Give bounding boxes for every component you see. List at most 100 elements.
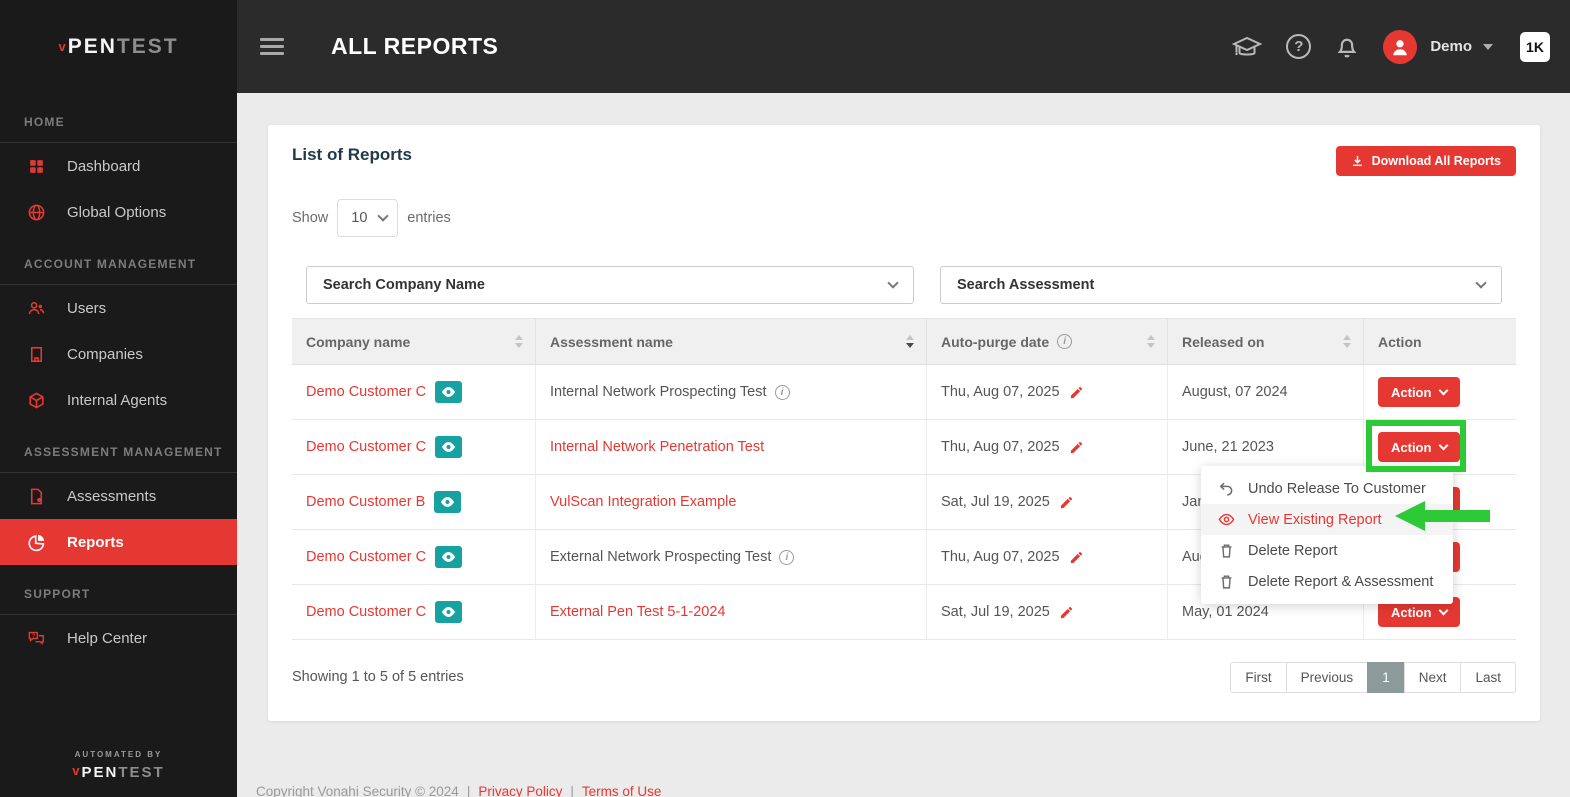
autopurge-date: Thu, Aug 07, 2025 <box>941 439 1060 455</box>
search-company-select[interactable]: Search Company Name <box>306 266 914 304</box>
sort-icon <box>1343 335 1351 348</box>
autopurge-date: Sat, Jul 19, 2025 <box>941 604 1050 620</box>
column-header-action: Action <box>1378 333 1422 350</box>
chevron-down-icon <box>1475 277 1487 289</box>
company-link[interactable]: Demo Customer C <box>306 604 427 620</box>
company-link[interactable]: Demo Customer C <box>306 384 427 400</box>
table-row: Demo Customer C Internal Network Prospec… <box>292 365 1516 420</box>
action-dropdown-menu: Undo Release To Customer View Existing R… <box>1201 466 1453 604</box>
trash-icon <box>1218 542 1235 559</box>
eye-badge-icon[interactable] <box>434 491 462 513</box>
eye-badge-icon[interactable] <box>435 381 463 403</box>
table-row: Demo Customer C Internal Network Penetra… <box>292 420 1516 475</box>
eye-badge-icon[interactable] <box>435 601 463 623</box>
eye-badge-icon[interactable] <box>435 436 463 458</box>
autopurge-date: Thu, Aug 07, 2025 <box>941 549 1060 565</box>
sort-icon <box>515 335 523 348</box>
menu-item-delete-report-and-assessment[interactable]: Delete Report & Assessment <box>1201 566 1453 597</box>
assessment-link[interactable]: Internal Network Penetration Test <box>550 439 765 455</box>
assessment-link[interactable]: VulScan Integration Example <box>550 494 737 510</box>
reports-table: Company name Assessment name Auto-purge … <box>292 318 1516 640</box>
released-date: May, 01 2024 <box>1182 604 1269 620</box>
entries-label: entries <box>407 210 451 226</box>
edit-pencil-icon[interactable] <box>1069 385 1084 400</box>
pie-chart-icon <box>27 533 46 552</box>
pagination-page-1[interactable]: 1 <box>1367 662 1405 693</box>
autopurge-date: Thu, Aug 07, 2025 <box>941 384 1060 400</box>
notifications-bell-icon[interactable] <box>1334 34 1360 60</box>
download-all-reports-button[interactable]: Download All Reports <box>1335 146 1516 176</box>
company-link[interactable]: Demo Customer C <box>306 549 427 565</box>
sidebar-item-dashboard[interactable]: Dashboard <box>0 143 237 189</box>
graduation-cap-icon[interactable] <box>1231 34 1263 60</box>
edit-pencil-icon[interactable] <box>1059 605 1074 620</box>
logo-test: TEST <box>116 34 179 58</box>
user-menu[interactable]: Demo <box>1430 38 1472 55</box>
menu-item-undo-release[interactable]: Undo Release To Customer <box>1201 473 1453 504</box>
sidebar-item-assessments[interactable]: Assessments <box>0 473 237 519</box>
sidebar-item-global-options[interactable]: Global Options <box>0 189 237 235</box>
edit-pencil-icon[interactable] <box>1059 495 1074 510</box>
trash-icon <box>1218 573 1235 590</box>
pagination-previous[interactable]: Previous <box>1285 662 1369 693</box>
page-title: ALL REPORTS <box>331 33 499 59</box>
info-icon[interactable]: i <box>774 384 790 400</box>
annotation-arrow-icon <box>1395 501 1490 531</box>
terms-of-use-link[interactable]: Terms of Use <box>581 784 662 797</box>
company-link[interactable]: Demo Customer B <box>306 494 426 510</box>
undo-icon <box>1218 480 1235 497</box>
sidebar-item-companies[interactable]: Companies <box>0 331 237 377</box>
action-button[interactable]: Action <box>1378 377 1461 407</box>
sidebar-item-reports[interactable]: Reports <box>0 519 237 565</box>
logo-v: v <box>58 38 68 54</box>
sidebar-item-help-center[interactable]: ? Help Center <box>0 615 237 661</box>
table-header-row: Company name Assessment name Auto-purge … <box>292 318 1516 365</box>
avatar[interactable] <box>1383 29 1418 64</box>
chevron-down-icon <box>377 210 389 222</box>
help-icon[interactable]: ? <box>1286 34 1312 59</box>
autopurge-date: Sat, Jul 19, 2025 <box>941 494 1050 510</box>
pagination-first[interactable]: First <box>1230 662 1287 693</box>
sidebar-item-users[interactable]: Users <box>0 285 237 331</box>
search-assessment-select[interactable]: Search Assessment <box>940 266 1502 304</box>
sidebar-item-label: Assessments <box>67 487 157 505</box>
sidebar-item-internal-agents[interactable]: Internal Agents <box>0 377 237 423</box>
menu-item-delete-report[interactable]: Delete Report <box>1201 535 1453 566</box>
pagination: First Previous 1 Next Last <box>1230 662 1516 693</box>
column-header-company[interactable]: Company name <box>292 319 536 364</box>
menu-toggle-icon[interactable] <box>260 38 284 55</box>
users-icon <box>27 299 46 318</box>
sidebar-item-label: Users <box>67 299 107 317</box>
page-length-value: 10 <box>351 210 368 226</box>
sidebar-item-label: Help Center <box>67 629 148 647</box>
action-button-highlighted[interactable]: Action <box>1378 432 1461 462</box>
sidebar-item-label: Reports <box>67 533 124 551</box>
edit-pencil-icon[interactable] <box>1069 550 1084 565</box>
sort-icon <box>1147 335 1155 348</box>
section-label-assessment-management: ASSESSMENT MANAGEMENT <box>0 445 237 473</box>
column-header-assessment[interactable]: Assessment name <box>536 319 927 364</box>
page-length-select[interactable]: 10 <box>337 199 399 237</box>
company-link[interactable]: Demo Customer C <box>306 439 427 455</box>
sidebar-item-label: Companies <box>67 345 143 363</box>
sidebar-footer-logo: AUTOMATED BY vPENTEST <box>0 750 237 797</box>
reports-card: List of Reports Download All Reports Sho… <box>268 125 1540 721</box>
eye-badge-icon[interactable] <box>435 546 463 568</box>
info-icon: i <box>1057 334 1073 349</box>
pagination-next[interactable]: Next <box>1403 662 1462 693</box>
logo-pen: PEN <box>67 34 117 58</box>
column-header-autopurge[interactable]: Auto-purge date i <box>927 319 1168 364</box>
chevron-down-icon <box>1439 605 1449 616</box>
column-header-released[interactable]: Released on <box>1168 319 1364 364</box>
widget-badge[interactable]: 1K <box>1520 31 1550 62</box>
search-assessment-placeholder: Search Assessment <box>957 277 1095 293</box>
assessment-link[interactable]: External Pen Test 5-1-2024 <box>550 604 726 620</box>
privacy-policy-link[interactable]: Privacy Policy <box>478 784 563 797</box>
entries-summary: Showing 1 to 5 of 5 entries <box>292 669 464 685</box>
pagination-last[interactable]: Last <box>1460 662 1516 693</box>
content-area: List of Reports Download All Reports Sho… <box>237 93 1570 797</box>
info-icon[interactable]: i <box>779 549 795 565</box>
edit-pencil-icon[interactable] <box>1069 440 1084 455</box>
released-date: August, 07 2024 <box>1182 384 1288 400</box>
